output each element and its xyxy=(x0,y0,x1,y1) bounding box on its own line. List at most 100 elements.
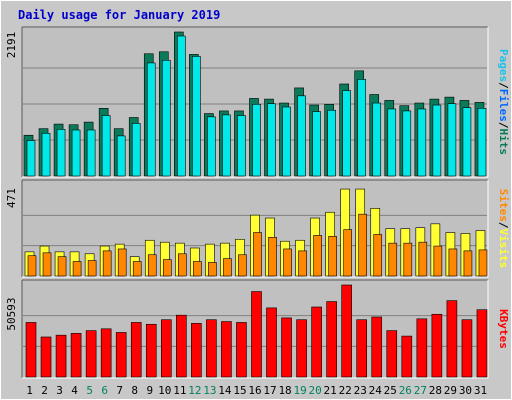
panel-bot: 50593 KBytes xyxy=(5,279,510,379)
bar-sites xyxy=(27,255,37,277)
bar-sites xyxy=(403,242,413,277)
x-tick-label: 31 xyxy=(474,384,487,397)
bar-sites xyxy=(162,259,172,277)
bar-kbytes xyxy=(221,321,232,378)
legend-kbytes: KBytes xyxy=(497,309,510,349)
bar-kbytes xyxy=(386,330,398,378)
x-tick-label: 23 xyxy=(354,384,367,397)
bar-sites xyxy=(147,254,157,277)
bar-files xyxy=(477,108,487,177)
x-tick-label: 19 xyxy=(293,384,306,397)
bar-sites xyxy=(72,261,82,277)
x-tick-label: 1 xyxy=(26,384,33,397)
bar-kbytes xyxy=(416,318,428,378)
legend-hits: Hits xyxy=(497,129,510,156)
bar-sites xyxy=(87,260,97,277)
bar-files xyxy=(387,108,397,177)
bar-kbytes xyxy=(431,313,443,378)
bar-kbytes xyxy=(145,323,157,378)
x-tick-label: 4 xyxy=(71,384,78,397)
x-tick-label: 16 xyxy=(248,384,261,397)
bar-sites xyxy=(343,229,352,277)
bar-files xyxy=(146,62,156,177)
x-tick-label: 3 xyxy=(56,384,63,397)
bar-sites xyxy=(313,235,322,277)
bar-files xyxy=(41,132,51,177)
bar-kbytes xyxy=(296,319,307,378)
bar-sites xyxy=(298,250,307,277)
bar-sites xyxy=(373,234,383,277)
bar-files xyxy=(86,129,96,177)
bar-files xyxy=(161,60,171,177)
bar-sites xyxy=(193,261,202,277)
bar-sites xyxy=(388,242,398,277)
bar-kbytes xyxy=(115,332,127,378)
bar-files xyxy=(222,114,231,177)
bar-files xyxy=(267,103,276,177)
x-tick-label: 13 xyxy=(203,384,216,397)
bar-files xyxy=(372,102,382,177)
bar-sites xyxy=(358,213,368,277)
bar-files xyxy=(327,109,336,177)
bar-files xyxy=(282,106,291,177)
bar-files xyxy=(131,123,141,177)
x-tick-label: 10 xyxy=(158,384,171,397)
bar-files xyxy=(101,115,111,177)
bar-sites xyxy=(448,248,458,277)
x-tick-label: 2 xyxy=(41,384,48,397)
bar-sites xyxy=(102,250,112,277)
x-tick-label: 9 xyxy=(146,384,153,397)
bar-sites xyxy=(223,258,232,277)
y-max-label: 471 xyxy=(5,188,18,208)
legend-separator: / xyxy=(497,222,510,229)
bar-kbytes xyxy=(341,284,352,378)
x-tick-label: 21 xyxy=(324,384,337,397)
bar-kbytes xyxy=(446,300,458,378)
bar-files xyxy=(312,111,321,177)
bar-kbytes xyxy=(266,307,277,378)
y-max-label: 2191 xyxy=(5,32,18,59)
bar-kbytes xyxy=(206,319,217,378)
bar-kbytes xyxy=(160,319,172,378)
x-tick-label: 29 xyxy=(444,384,457,397)
bar-files xyxy=(297,95,306,177)
bar-sites xyxy=(208,262,217,277)
y-max-label: 50593 xyxy=(5,297,18,330)
bar-files xyxy=(207,116,216,177)
x-tick-label: 6 xyxy=(101,384,108,397)
bar-files xyxy=(357,79,367,177)
x-tick-label: 28 xyxy=(429,384,442,397)
panel-mid: 471 Sites/Visits xyxy=(5,179,510,278)
bar-files xyxy=(192,56,201,177)
bar-kbytes xyxy=(55,334,67,378)
x-tick-label: 7 xyxy=(116,384,123,397)
x-tick-label: 8 xyxy=(131,384,138,397)
bar-sites xyxy=(328,236,337,277)
x-tick-label: 14 xyxy=(218,384,232,397)
bar-sites xyxy=(418,241,428,277)
bar-files xyxy=(237,115,246,177)
bar-files xyxy=(56,129,66,177)
bar-files xyxy=(26,140,36,177)
x-tick-label: 27 xyxy=(414,384,427,397)
legend-label-top: Pages/Files/Hits xyxy=(497,49,510,155)
bar-sites xyxy=(478,249,488,277)
bar-files xyxy=(177,35,186,177)
bar-kbytes xyxy=(326,301,337,378)
bar-sites xyxy=(178,253,187,277)
bar-files xyxy=(462,107,472,177)
bar-sites xyxy=(42,252,52,277)
bar-kbytes xyxy=(85,330,97,378)
legend-separator: / xyxy=(497,82,510,89)
x-tick-label: 26 xyxy=(399,384,412,397)
bar-files xyxy=(417,108,427,177)
bar-sites xyxy=(238,254,247,277)
bar-files xyxy=(402,110,412,177)
bar-kbytes xyxy=(191,323,202,378)
bar-kbytes xyxy=(356,319,368,378)
bar-sites xyxy=(132,261,142,277)
bar-kbytes xyxy=(401,335,413,378)
